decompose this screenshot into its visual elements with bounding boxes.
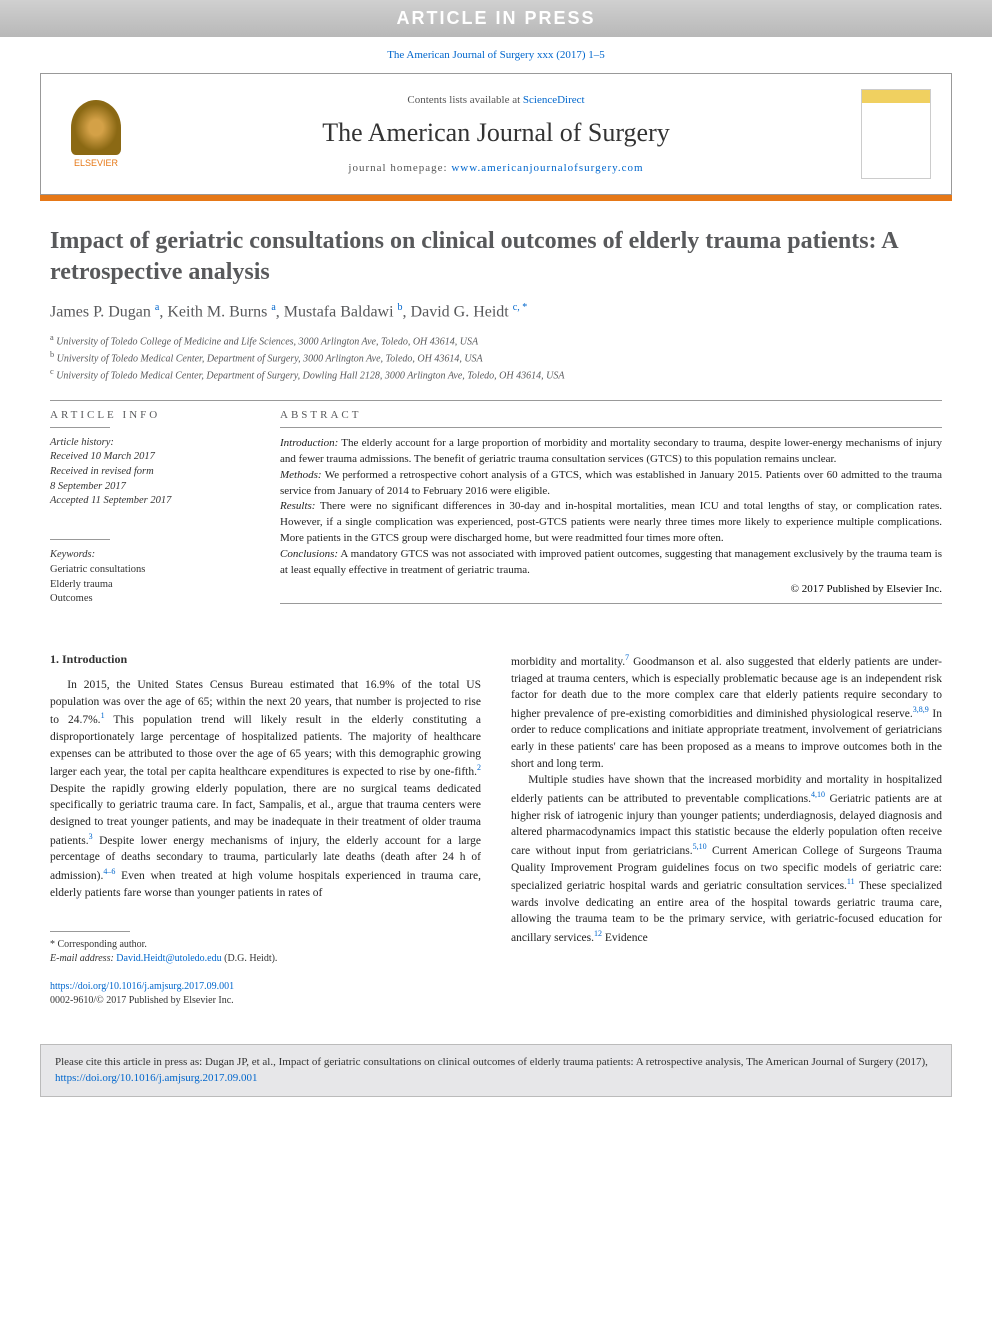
journal-name: The American Journal of Surgery [131, 118, 861, 148]
corresponding-email-link[interactable]: David.Heidt@utoledo.edu [116, 953, 221, 964]
history-label: Article history: [50, 436, 250, 451]
abstract-bottom-divider [280, 603, 942, 604]
history-line: Accepted 11 September 2017 [50, 494, 250, 509]
email-line: E-mail address: David.Heidt@utoledo.edu … [50, 952, 481, 966]
abstract-divider [280, 427, 942, 428]
body-column-right: morbidity and mortality.7 Goodmanson et … [511, 652, 942, 1008]
issn-copyright-line: 0002-9610/© 2017 Published by Elsevier I… [50, 995, 234, 1006]
footnotes-block: * Corresponding author. E-mail address: … [50, 938, 481, 966]
corresponding-author-note: * Corresponding author. [50, 938, 481, 952]
history-line: Received in revised form [50, 465, 250, 480]
elsevier-tree-icon [71, 100, 121, 155]
affiliations-block: a University of Toledo College of Medici… [50, 332, 942, 384]
divider-top [50, 400, 942, 401]
contents-available-line: Contents lists available at ScienceDirec… [131, 94, 861, 106]
section-heading-intro: 1. Introduction [50, 652, 481, 667]
contents-prefix: Contents lists available at [407, 94, 522, 106]
history-line: 8 September 2017 [50, 480, 250, 495]
body-text-col1: In 2015, the United States Census Bureau… [50, 677, 481, 901]
article-history-block: Article history: Received 10 March 2017R… [50, 436, 250, 509]
elsevier-logo[interactable]: ELSEVIER [61, 94, 131, 174]
journal-homepage-line: journal homepage: www.americanjournalofs… [131, 162, 861, 174]
keyword-item: Geriatric consultations [50, 563, 250, 578]
abstract-copyright: © 2017 Published by Elsevier Inc. [280, 583, 942, 595]
keyword-item: Outcomes [50, 592, 250, 607]
authors-line: James P. Dugan a, Keith M. Burns a, Must… [50, 302, 942, 321]
homepage-link[interactable]: www.americanjournalofsurgery.com [451, 162, 643, 174]
cite-box-text: Please cite this article in press as: Du… [55, 1056, 928, 1068]
keywords-label: Keywords: [50, 548, 250, 563]
email-suffix: (D.G. Heidt). [224, 953, 277, 964]
elsevier-label: ELSEVIER [74, 158, 118, 168]
doi-block: https://doi.org/10.1016/j.amjsurg.2017.0… [50, 980, 481, 1008]
journal-header-box: ELSEVIER Contents lists available at Sci… [40, 73, 952, 195]
info-subdivider-2 [50, 539, 110, 540]
doi-link[interactable]: https://doi.org/10.1016/j.amjsurg.2017.0… [50, 981, 234, 992]
history-line: Received 10 March 2017 [50, 450, 250, 465]
abstract-text: Introduction: The elderly account for a … [280, 436, 942, 579]
header-center: Contents lists available at ScienceDirec… [131, 94, 861, 174]
citation-header: The American Journal of Surgery xxx (201… [0, 37, 992, 73]
article-title: Impact of geriatric consultations on cli… [50, 226, 942, 288]
journal-cover-thumbnail[interactable] [861, 89, 931, 179]
homepage-prefix: journal homepage: [348, 162, 451, 174]
info-subdivider-1 [50, 427, 110, 428]
cite-this-article-box: Please cite this article in press as: Du… [40, 1044, 952, 1097]
sciencedirect-link[interactable]: ScienceDirect [523, 94, 585, 106]
abstract-column: ABSTRACT Introduction: The elderly accou… [280, 409, 942, 612]
article-info-heading: ARTICLE INFO [50, 409, 250, 421]
email-label: E-mail address: [50, 953, 114, 964]
body-column-left: 1. Introduction In 2015, the United Stat… [50, 652, 481, 1008]
body-columns: 1. Introduction In 2015, the United Stat… [50, 652, 942, 1008]
cite-box-doi-link[interactable]: https://doi.org/10.1016/j.amjsurg.2017.0… [55, 1072, 258, 1084]
abstract-heading: ABSTRACT [280, 409, 942, 421]
body-text-col2: morbidity and mortality.7 Goodmanson et … [511, 652, 942, 946]
article-in-press-banner: ARTICLE IN PRESS [0, 0, 992, 37]
article-info-column: ARTICLE INFO Article history: Received 1… [50, 409, 250, 612]
keywords-block: Keywords: Geriatric consultationsElderly… [50, 548, 250, 607]
keyword-item: Elderly trauma [50, 578, 250, 593]
footnote-divider [50, 931, 130, 932]
